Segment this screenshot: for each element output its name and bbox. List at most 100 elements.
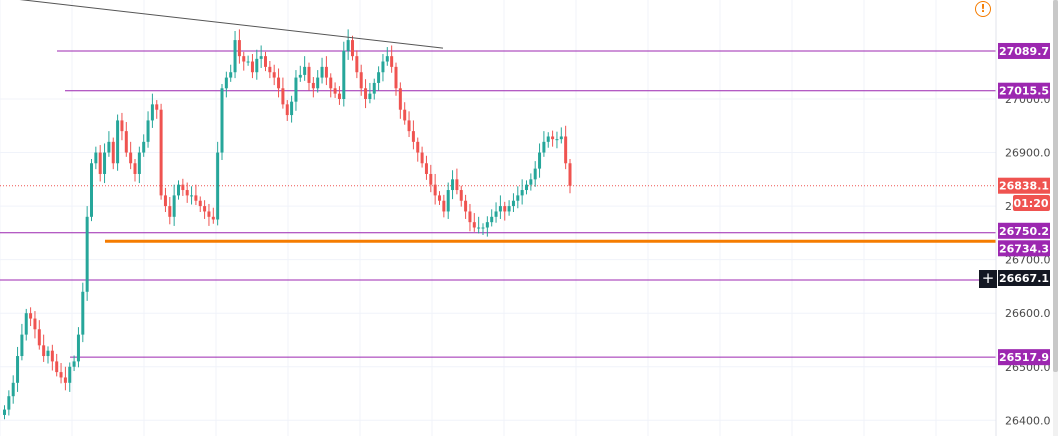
- candle-body-94: [411, 131, 415, 142]
- candle-body-106: [464, 200, 468, 212]
- candle-body-102: [446, 190, 450, 212]
- candle-body-37: [163, 195, 167, 207]
- candle-body-25: [111, 141, 115, 164]
- candle-body-72: [316, 77, 320, 89]
- crosshair-add-button[interactable]: +: [979, 270, 997, 288]
- candle-body-39: [172, 195, 176, 217]
- candle-body-14: [63, 377, 67, 383]
- candle-body-67: [294, 77, 298, 102]
- candle-body-110: [481, 227, 485, 229]
- candle-body-82: [359, 72, 363, 89]
- price-tags: 27089.7 27015.5 26838.1 26750.2 26734.3 26667…: [998, 42, 1050, 366]
- candle-body-45: [198, 200, 202, 207]
- candle-body-112: [490, 216, 494, 223]
- candle-body-66: [290, 101, 294, 116]
- candle-body-75: [329, 77, 333, 89]
- candle-body-114: [498, 206, 502, 212]
- candle-body-42: [185, 190, 189, 196]
- candle-body-40: [177, 184, 180, 196]
- candle-body-33: [146, 120, 150, 142]
- candle-body-111: [485, 222, 489, 228]
- scrollbar[interactable]: [1053, 0, 1058, 436]
- candle-body-10: [46, 350, 50, 357]
- price-tag-6: 26517.9: [999, 351, 1049, 364]
- candle-body-80: [351, 40, 354, 57]
- candle-body-76: [333, 88, 337, 94]
- price-tag-bg-3: [998, 222, 1050, 239]
- candle-body-9: [42, 345, 46, 357]
- candle-body-23: [103, 152, 107, 174]
- candle-body-19: [85, 216, 89, 292]
- candle-body-98: [429, 173, 433, 185]
- candle-body-71: [311, 82, 315, 89]
- candle-body-115: [503, 206, 507, 212]
- candle-body-124: [542, 141, 546, 153]
- candle-body-87: [381, 61, 385, 73]
- candle-body-126: [551, 136, 555, 140]
- candle-body-69: [303, 66, 307, 75]
- candle-body-51: [224, 77, 228, 89]
- scrollbar-thumb[interactable]: [1053, 0, 1058, 372]
- price-axis[interactable]: 27000.026900.026800.026700.026600.026500…: [1005, 93, 1051, 427]
- price-tag-bg-5: [998, 270, 1050, 286]
- price-tag-bg-6: [998, 349, 1050, 366]
- alert-icon[interactable]: !: [975, 1, 991, 17]
- trend-line[interactable]: [0, 0, 444, 49]
- candle-body-49: [216, 152, 220, 220]
- candle-body-130: [568, 163, 572, 186]
- candle-body-53: [233, 40, 237, 73]
- candle-body-85: [372, 82, 376, 94]
- candle-body-116: [507, 206, 511, 212]
- candle-body-73: [320, 66, 324, 78]
- countdown-label: 01:20: [1013, 197, 1048, 210]
- candle-body-2: [11, 382, 15, 397]
- price-tag-3: 26750.2: [999, 225, 1049, 238]
- candle-body-127: [555, 139, 559, 141]
- candle-body-100: [438, 195, 441, 201]
- price-tick-1: 26900.0: [1005, 147, 1051, 160]
- price-tick-4: 26600.0: [1005, 307, 1051, 320]
- candle-body-47: [207, 211, 211, 217]
- candle-body-91: [398, 88, 402, 110]
- candle-body-123: [538, 152, 542, 169]
- price-tag-4: 26734.3: [999, 242, 1049, 255]
- candle-body-68: [298, 74, 302, 78]
- candle-body-60: [264, 56, 267, 67]
- candle-body-7: [33, 318, 37, 330]
- candle-body-121: [529, 179, 533, 185]
- candle-body-65: [285, 104, 289, 116]
- price-tag-bg-1: [998, 82, 1050, 99]
- candle-body-28: [124, 131, 128, 153]
- candle-body-95: [416, 141, 420, 153]
- candle-body-32: [142, 141, 146, 153]
- candle-body-6: [29, 313, 33, 319]
- candle-body-120: [525, 184, 528, 191]
- countdown-tag: 01:20: [1013, 195, 1050, 211]
- candle-body-129: [564, 136, 568, 164]
- price-tick-3: 26700.0: [1005, 254, 1051, 267]
- candle-body-36: [159, 109, 163, 196]
- candle-body-89: [390, 56, 394, 67]
- candle-body-79: [346, 40, 350, 51]
- candle-body-35: [155, 104, 159, 110]
- price-tag-1: 27015.5: [999, 85, 1049, 98]
- price-tick-6: 26400.0: [1005, 414, 1051, 427]
- candle-body-119: [520, 190, 524, 196]
- price-tag-bg-4: [998, 240, 1050, 257]
- candle-body-77: [337, 93, 341, 99]
- candle-body-18: [81, 291, 85, 335]
- candle-body-62: [272, 72, 276, 78]
- candle-body-92: [403, 109, 407, 121]
- candle-body-122: [533, 168, 537, 180]
- candle-body-128: [559, 136, 563, 140]
- candle-body-59: [259, 56, 263, 59]
- candle-body-78: [342, 50, 346, 99]
- candle-body-8: [37, 329, 41, 346]
- candle-body-30: [133, 163, 137, 174]
- price-tag-bg-2: [998, 177, 1050, 194]
- candle-body-64: [281, 88, 285, 105]
- candles: [3, 29, 572, 420]
- candle-body-1: [7, 396, 11, 410]
- candle-body-12: [55, 361, 59, 373]
